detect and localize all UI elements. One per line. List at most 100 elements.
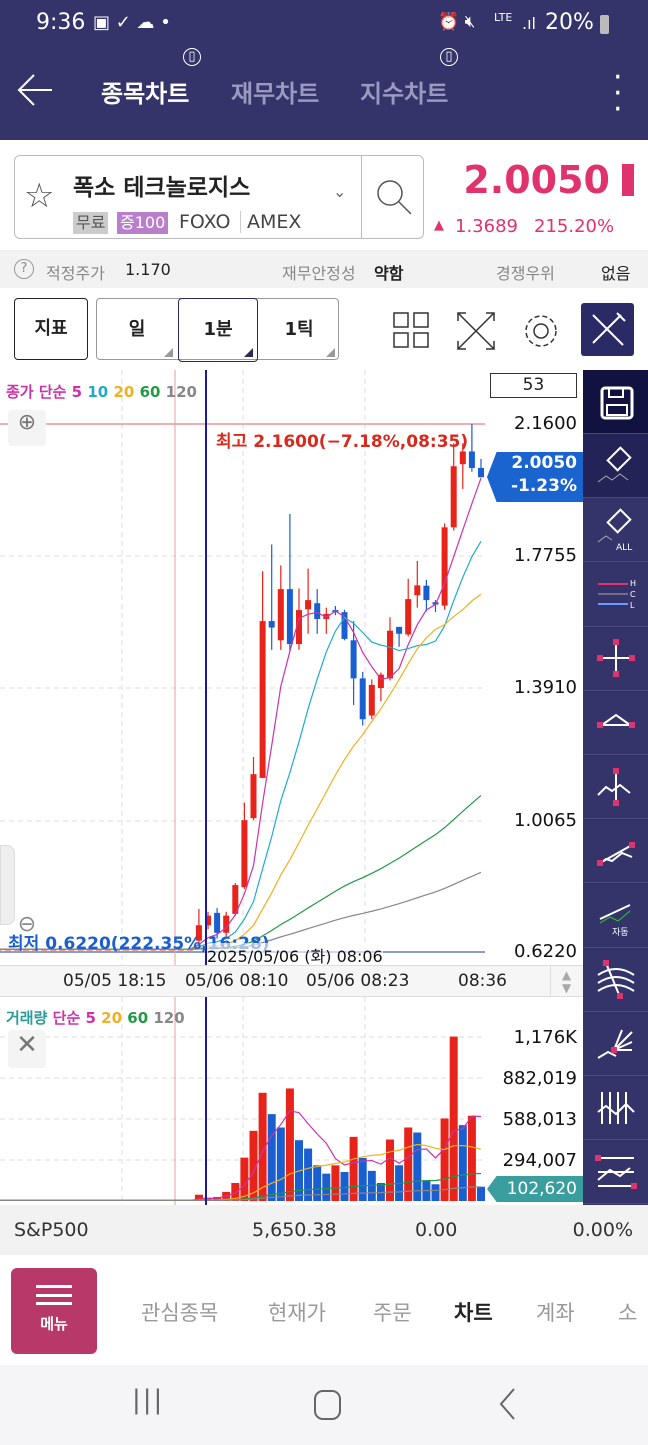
chevron-down-icon[interactable]: ⌄	[333, 182, 347, 201]
fullscreen-icon[interactable]	[452, 305, 500, 353]
recent-apps-icon[interactable]: |||	[132, 1385, 165, 1415]
volume-bar	[404, 1127, 413, 1201]
more-options-icon[interactable]: · · ·	[613, 60, 623, 127]
nav-watchlist[interactable]: 관심종목	[141, 1301, 219, 1325]
volume-bar	[194, 1194, 203, 1201]
tab-financial-chart[interactable]: 재무차트	[231, 80, 320, 108]
speed-lines-icon	[596, 1029, 633, 1059]
price-bar-icon	[622, 164, 634, 196]
battery-icon	[600, 15, 609, 34]
tool-trend-line[interactable]	[583, 819, 648, 884]
volume-bar	[276, 1127, 285, 1201]
volume-bar	[313, 1165, 322, 1201]
search-button[interactable]	[361, 156, 424, 238]
candle-body	[232, 885, 239, 914]
close-volume-icon[interactable]: ✕	[8, 1030, 46, 1068]
auto-trend-icon: 자동	[599, 904, 630, 937]
nav-account[interactable]: 계좌	[536, 1301, 575, 1325]
candle-body	[86, 949, 93, 951]
tool-vertical-lines[interactable]	[583, 1076, 648, 1141]
nav-chart[interactable]: 차트	[454, 1301, 493, 1325]
nav-order[interactable]: 주문	[373, 1301, 412, 1325]
volume-legend-sub: 단순	[52, 1009, 81, 1027]
current-volume-tag: 102,620	[487, 1176, 583, 1202]
volume-legend: 거래량 단순 5 20 60 120	[6, 1007, 185, 1028]
volume-bar	[376, 1183, 385, 1201]
svg-text:C: C	[630, 590, 636, 599]
layout-grid-icon[interactable]	[388, 305, 436, 353]
tab-stock-chart[interactable]: 종목차트	[101, 80, 190, 108]
side-drawer-handle[interactable]	[0, 845, 15, 925]
menu-button[interactable]: 메뉴	[11, 1268, 97, 1354]
candle-body	[41, 949, 48, 951]
indicator-button[interactable]: 지표	[14, 298, 88, 360]
tool-save[interactable]	[583, 370, 648, 434]
candle-body	[459, 451, 466, 465]
volume-bar	[340, 1171, 349, 1201]
candle-body	[123, 949, 130, 951]
settings-gear-icon[interactable]	[517, 305, 565, 353]
tool-crosshair-point[interactable]	[583, 627, 648, 691]
zoom-in-icon[interactable]: ⊕	[8, 410, 46, 446]
current-price-tag-change: -1.23%	[510, 476, 577, 496]
tool-speed-lines[interactable]	[583, 1012, 648, 1076]
volume-bar	[322, 1173, 331, 1201]
current-price-tag-value: 2.0050	[511, 453, 577, 473]
dropdown-corner-icon	[164, 348, 173, 357]
volume-bar	[258, 1092, 267, 1201]
notification-icons: ▣ ✓ ☁ •	[93, 12, 171, 33]
tool-auto-trend[interactable]: 자동	[583, 884, 648, 948]
favorite-star-icon[interactable]: ☆	[24, 176, 55, 216]
tool-eraser-all[interactable]: ALL	[583, 498, 648, 563]
drawing-tools-button[interactable]	[581, 303, 634, 356]
legend-ma5: 5	[71, 383, 83, 401]
tool-vertical-line[interactable]	[583, 755, 648, 820]
candle-body	[104, 949, 111, 951]
nav-more[interactable]: 소	[618, 1301, 638, 1325]
volume-bar	[440, 1118, 449, 1201]
period-day[interactable]: 일	[97, 299, 177, 361]
time-axis[interactable]: 05/05 18:15 05/06 08:10 05/06 08:23 08:3…	[0, 965, 583, 997]
volume-bar	[285, 1088, 294, 1201]
stock-selector[interactable]: ☆ 폭소 테크놀로지스 무료 증100 FOXO AMEX ⌄	[14, 155, 424, 239]
candle-body	[159, 949, 166, 951]
back-arrow-icon[interactable]	[16, 72, 56, 108]
candle-body	[296, 610, 302, 645]
tool-triangle-line[interactable]	[583, 691, 648, 755]
crosshair-time-label: 2025/05/06 (화) 08:06	[207, 943, 383, 967]
volume-bar	[267, 1114, 276, 1201]
help-icon[interactable]: ?	[14, 259, 34, 279]
home-icon[interactable]	[314, 1390, 341, 1420]
period-day-label: 일	[128, 319, 146, 340]
current-price-tag: 2.0050 -1.23%	[487, 452, 583, 502]
candle-body	[132, 949, 139, 951]
candle-body	[377, 674, 384, 688]
high-price-note: 최고 2.1600(−7.18%,08:35)	[216, 432, 469, 452]
period-1tick[interactable]: 1틱	[259, 299, 339, 361]
zoom-out-icon[interactable]: ⊖	[17, 912, 37, 937]
axis-scale-arrows-icon[interactable]: ▲ ▼	[550, 966, 582, 996]
back-icon[interactable]	[498, 1387, 518, 1421]
volume-axis-label: 1,176K	[513, 1027, 577, 1048]
candle-body	[259, 621, 266, 778]
index-change-pct: 0.00%	[572, 1219, 633, 1241]
visible-count-box[interactable]: 53	[490, 373, 577, 398]
menu-label: 메뉴	[40, 1315, 68, 1333]
tool-horizontal-channel[interactable]	[583, 1140, 648, 1205]
candle-body	[314, 603, 321, 619]
tab-index-chart[interactable]: 지수차트	[360, 80, 449, 108]
ma5-line	[0, 477, 482, 950]
candle-body	[478, 467, 484, 478]
vertical-line-icon	[596, 767, 631, 806]
tool-fan-arc[interactable]	[583, 948, 648, 1012]
volume-axis-label: 882,019	[502, 1068, 577, 1089]
period-1min[interactable]: 1분	[178, 298, 258, 362]
tool-eraser[interactable]	[583, 434, 648, 499]
index-ticker-row[interactable]: S&P500 5,650.38 0.00 0.00%	[0, 1205, 648, 1255]
candle-body	[450, 466, 457, 528]
fair-price-label: 적정주가	[46, 264, 105, 283]
low-price-note: 최저 0.6220(222.35%,16:28)	[8, 934, 270, 954]
nav-current-price[interactable]: 현재가	[268, 1301, 326, 1325]
volume-axis-label: 294,007	[502, 1150, 577, 1171]
